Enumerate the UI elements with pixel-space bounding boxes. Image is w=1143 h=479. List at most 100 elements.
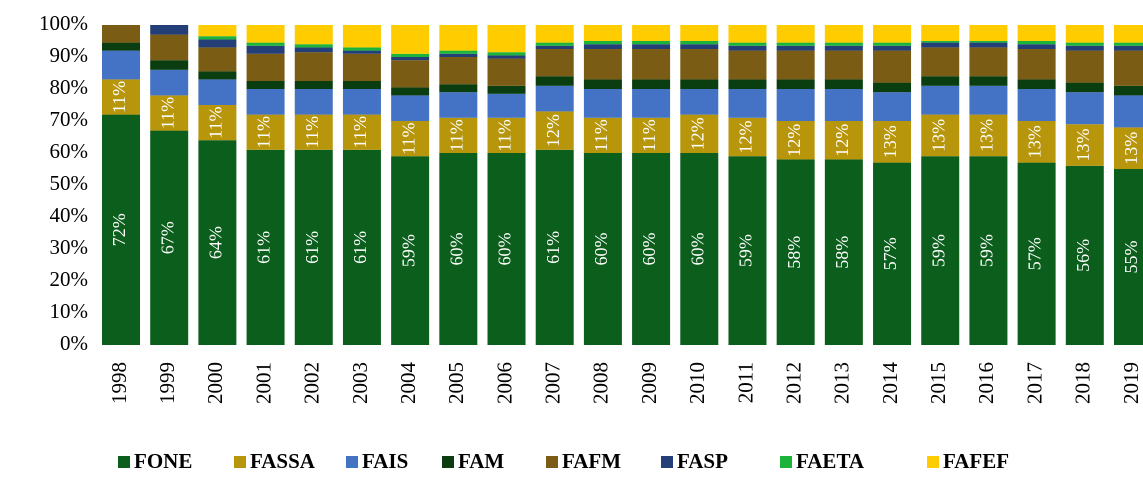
y-tick-label: 50%	[50, 171, 89, 195]
data-label: 11%	[495, 119, 515, 151]
y-tick-label: 100%	[39, 11, 88, 35]
bar-segment	[776, 121, 815, 160]
bar-segment	[873, 92, 912, 121]
x-tick-label: 2008	[589, 362, 613, 404]
x-tick-label: 2016	[974, 362, 998, 404]
legend-swatch	[546, 456, 558, 468]
bar-segment	[1113, 85, 1143, 96]
bar-segment	[583, 44, 622, 49]
data-label: 13%	[928, 119, 948, 152]
bar-segment	[1065, 165, 1104, 345]
bar-segment	[294, 89, 333, 115]
bar-segment	[921, 114, 960, 157]
y-tick-label: 70%	[50, 107, 89, 131]
bar-segment	[198, 79, 237, 105]
bar-segment	[246, 53, 285, 81]
legend-swatch	[780, 456, 792, 468]
data-label: 12%	[543, 114, 563, 147]
x-tick-label: 2012	[781, 362, 805, 404]
bar-segment	[294, 44, 333, 48]
legend-swatch	[234, 456, 246, 468]
bar-segment	[824, 121, 863, 160]
bar-segment	[824, 159, 863, 345]
bar-segment	[487, 55, 526, 59]
bar-segment	[776, 50, 815, 80]
bar-segment	[246, 149, 285, 345]
bar-segment	[294, 81, 333, 89]
data-label: 61%	[254, 231, 274, 264]
bar-segment	[1017, 162, 1056, 345]
bar-segment	[680, 153, 719, 345]
x-tick-label: 2019	[1119, 362, 1143, 404]
bar-segment	[391, 87, 430, 96]
bar-segment	[487, 85, 526, 94]
bar-segment	[391, 95, 430, 121]
bar-segment	[342, 81, 381, 89]
bar-segment	[680, 49, 719, 80]
bar-segment	[439, 57, 478, 85]
data-label: 11%	[639, 119, 659, 151]
bar-segment	[391, 57, 430, 61]
bar-segment	[294, 52, 333, 81]
bar-segment	[969, 25, 1008, 41]
bar-segment	[150, 25, 189, 35]
bar-segment	[632, 49, 671, 80]
bar-segment	[583, 41, 622, 45]
bar-segment	[1017, 121, 1056, 163]
bar-segment	[680, 41, 719, 45]
bar-segment	[198, 140, 237, 345]
x-tick-label: 2018	[1071, 362, 1095, 404]
x-tick-label: 1998	[107, 362, 131, 404]
y-tick-label: 80%	[50, 75, 89, 99]
bar-segment	[680, 114, 719, 153]
data-label: 13%	[977, 119, 997, 152]
legend-swatch	[442, 456, 454, 468]
bar-segment	[439, 53, 478, 57]
bar-segment	[969, 76, 1008, 86]
data-label: 61%	[543, 231, 563, 264]
data-label: 12%	[687, 117, 707, 150]
bar-segment	[198, 36, 237, 40]
bar-segment	[1113, 25, 1143, 43]
bar-segment	[583, 153, 622, 345]
x-tick-label: 2011	[733, 362, 757, 403]
bar-segment	[632, 153, 671, 345]
x-tick-label: 2006	[492, 362, 516, 404]
bar-segment	[535, 149, 574, 345]
y-tick-label: 10%	[50, 299, 89, 323]
bar-segment	[246, 25, 285, 43]
bar-segment	[391, 25, 430, 54]
data-label: 58%	[784, 236, 804, 269]
legend-label: FASP	[677, 449, 728, 473]
bar-segment	[969, 47, 1008, 77]
bar-segment	[439, 153, 478, 345]
bar-segment	[824, 79, 863, 89]
data-label: 11%	[591, 119, 611, 151]
bar-segment	[150, 34, 189, 61]
bar-segment	[921, 47, 960, 77]
data-label: 61%	[302, 231, 322, 264]
bar-segment	[198, 71, 237, 80]
bar-segment	[873, 82, 912, 93]
data-label: 64%	[206, 226, 226, 259]
data-label: 60%	[446, 233, 466, 266]
bar-segment	[535, 42, 574, 46]
bar-segment	[1113, 45, 1143, 51]
bar-segment	[342, 25, 381, 48]
bar-segment	[294, 149, 333, 345]
bar-segment	[583, 89, 622, 118]
data-label: 12%	[832, 124, 852, 157]
data-label: 60%	[687, 233, 707, 266]
data-label: 55%	[1121, 241, 1141, 274]
data-label: 61%	[350, 231, 370, 264]
data-label: 12%	[784, 124, 804, 157]
bar-segment	[824, 89, 863, 121]
bar-segment	[535, 111, 574, 150]
bar-segment	[391, 156, 430, 345]
data-label: 56%	[1073, 239, 1093, 272]
bar-segment	[1017, 89, 1056, 121]
bar-segment	[342, 114, 381, 150]
bar-segment	[342, 50, 381, 54]
bar-segment	[824, 50, 863, 80]
bar-segment	[776, 25, 815, 43]
